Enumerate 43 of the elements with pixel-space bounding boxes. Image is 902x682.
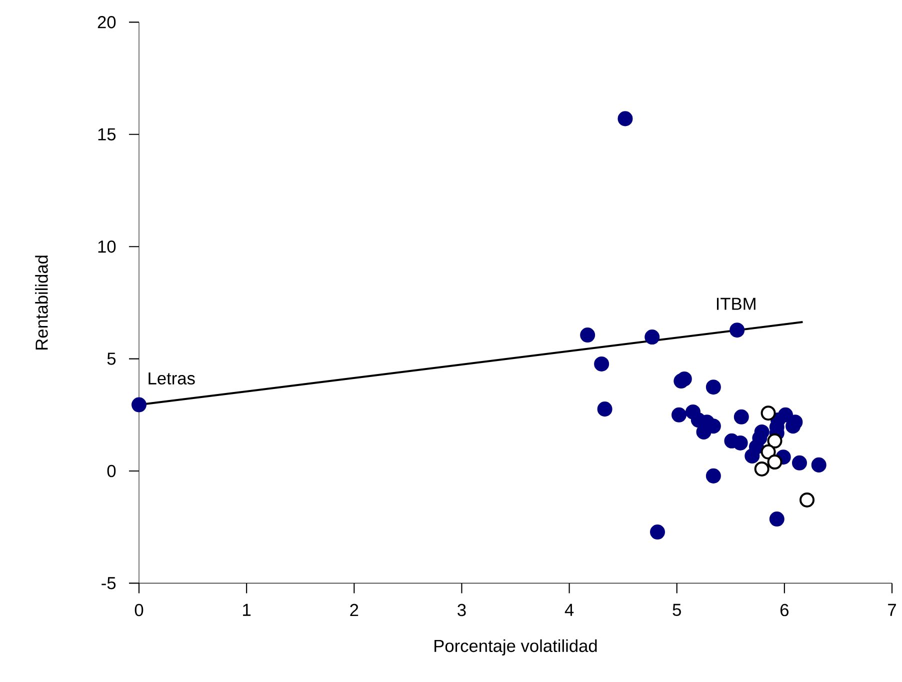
point: [730, 322, 745, 338]
x-axis-title: Porcentaje volatilidad: [434, 639, 597, 656]
point: [754, 461, 770, 476]
annotation: ITBM: [716, 298, 756, 310]
point: [800, 492, 815, 508]
y-tick-label: 20: [98, 16, 116, 28]
point: [767, 454, 782, 470]
x-tick-label: 7: [888, 604, 896, 616]
y-tick-label: 5: [107, 352, 116, 365]
y-tick-label: 0: [107, 464, 116, 478]
point: [760, 444, 776, 460]
point: [131, 397, 147, 412]
point: [672, 407, 687, 422]
point: [811, 457, 826, 472]
point: [732, 435, 748, 450]
point: [597, 402, 612, 417]
x-tick-label: 6: [780, 604, 788, 616]
point: [734, 409, 749, 424]
point: [580, 328, 596, 343]
point: [767, 433, 782, 448]
y-tick-label: -5: [102, 577, 116, 590]
x-tick-label: 0: [134, 604, 144, 616]
point: [769, 512, 784, 527]
point: [618, 111, 633, 126]
annotation: Letras: [148, 372, 195, 385]
x-tick-label: 4: [564, 604, 574, 616]
y-axis-title: Rentabilidad: [35, 256, 48, 350]
point: [676, 371, 692, 386]
x-tick-label: 1: [243, 604, 251, 616]
point: [706, 380, 721, 395]
point: [644, 330, 660, 345]
point: [792, 455, 807, 470]
point: [594, 356, 610, 372]
y-tick-label: 15: [98, 128, 116, 140]
point: [706, 468, 721, 484]
point: [760, 406, 776, 421]
x-tick-label: 2: [350, 604, 358, 616]
point: [650, 524, 666, 540]
point: [778, 407, 794, 422]
point: [744, 448, 760, 464]
x-tick-label: 5: [672, 604, 681, 616]
x-tick-label: 3: [458, 604, 466, 616]
y-tick-label: 10: [98, 240, 116, 253]
